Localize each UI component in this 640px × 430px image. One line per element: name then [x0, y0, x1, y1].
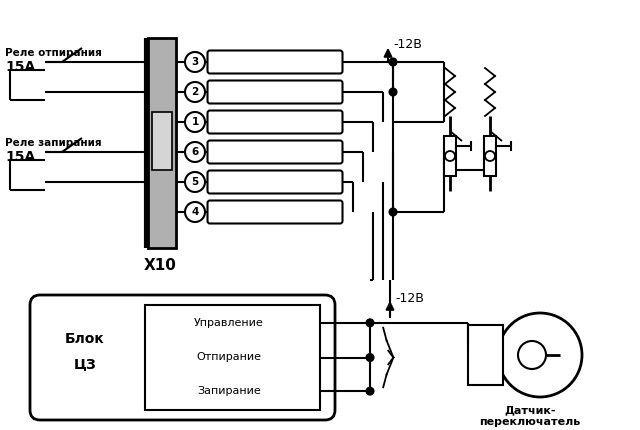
- FancyBboxPatch shape: [207, 80, 342, 104]
- Bar: [145, 305, 320, 410]
- FancyBboxPatch shape: [207, 111, 342, 133]
- Bar: [484, 136, 496, 176]
- Circle shape: [498, 313, 582, 397]
- Circle shape: [185, 142, 205, 162]
- FancyBboxPatch shape: [207, 171, 342, 194]
- Text: 15А: 15А: [5, 60, 35, 74]
- Text: -12В: -12В: [395, 292, 424, 304]
- Circle shape: [445, 151, 455, 161]
- Text: Реле запирания: Реле запирания: [5, 138, 102, 148]
- FancyBboxPatch shape: [207, 200, 342, 224]
- Text: Датчик-: Датчик-: [504, 405, 556, 415]
- Text: 4: 4: [191, 207, 198, 217]
- Circle shape: [185, 202, 205, 222]
- Text: Х10: Х10: [143, 258, 177, 273]
- Text: 1: 1: [191, 117, 198, 127]
- Text: 5: 5: [191, 177, 198, 187]
- Text: Отпирание: Отпирание: [196, 353, 262, 362]
- Circle shape: [185, 82, 205, 102]
- Circle shape: [390, 58, 397, 65]
- FancyBboxPatch shape: [207, 141, 342, 163]
- Text: Реле отпирания: Реле отпирания: [5, 48, 102, 58]
- Text: Управление: Управление: [194, 318, 264, 328]
- Text: 2: 2: [191, 87, 198, 97]
- Circle shape: [367, 387, 374, 395]
- Text: Запирание: Запирание: [197, 386, 261, 396]
- Circle shape: [390, 89, 397, 95]
- Circle shape: [185, 52, 205, 72]
- FancyBboxPatch shape: [30, 295, 335, 420]
- Bar: [148, 38, 176, 248]
- Circle shape: [367, 319, 374, 326]
- Text: в мастер-замке: в мастер-замке: [481, 429, 579, 430]
- Text: -12В: -12В: [393, 39, 422, 52]
- Circle shape: [485, 151, 495, 161]
- Bar: [468, 325, 503, 385]
- Circle shape: [185, 172, 205, 192]
- Circle shape: [518, 341, 546, 369]
- Circle shape: [390, 209, 397, 215]
- Bar: [444, 136, 456, 176]
- Circle shape: [367, 354, 374, 361]
- FancyBboxPatch shape: [207, 50, 342, 74]
- Text: Блок: Блок: [65, 332, 105, 346]
- Text: 6: 6: [191, 147, 198, 157]
- Text: 15А: 15А: [5, 150, 35, 164]
- Text: 3: 3: [191, 57, 198, 67]
- Text: переключатель: переключатель: [479, 417, 580, 427]
- Text: ЦЗ: ЦЗ: [74, 357, 97, 371]
- Circle shape: [185, 112, 205, 132]
- Bar: [152, 111, 172, 170]
